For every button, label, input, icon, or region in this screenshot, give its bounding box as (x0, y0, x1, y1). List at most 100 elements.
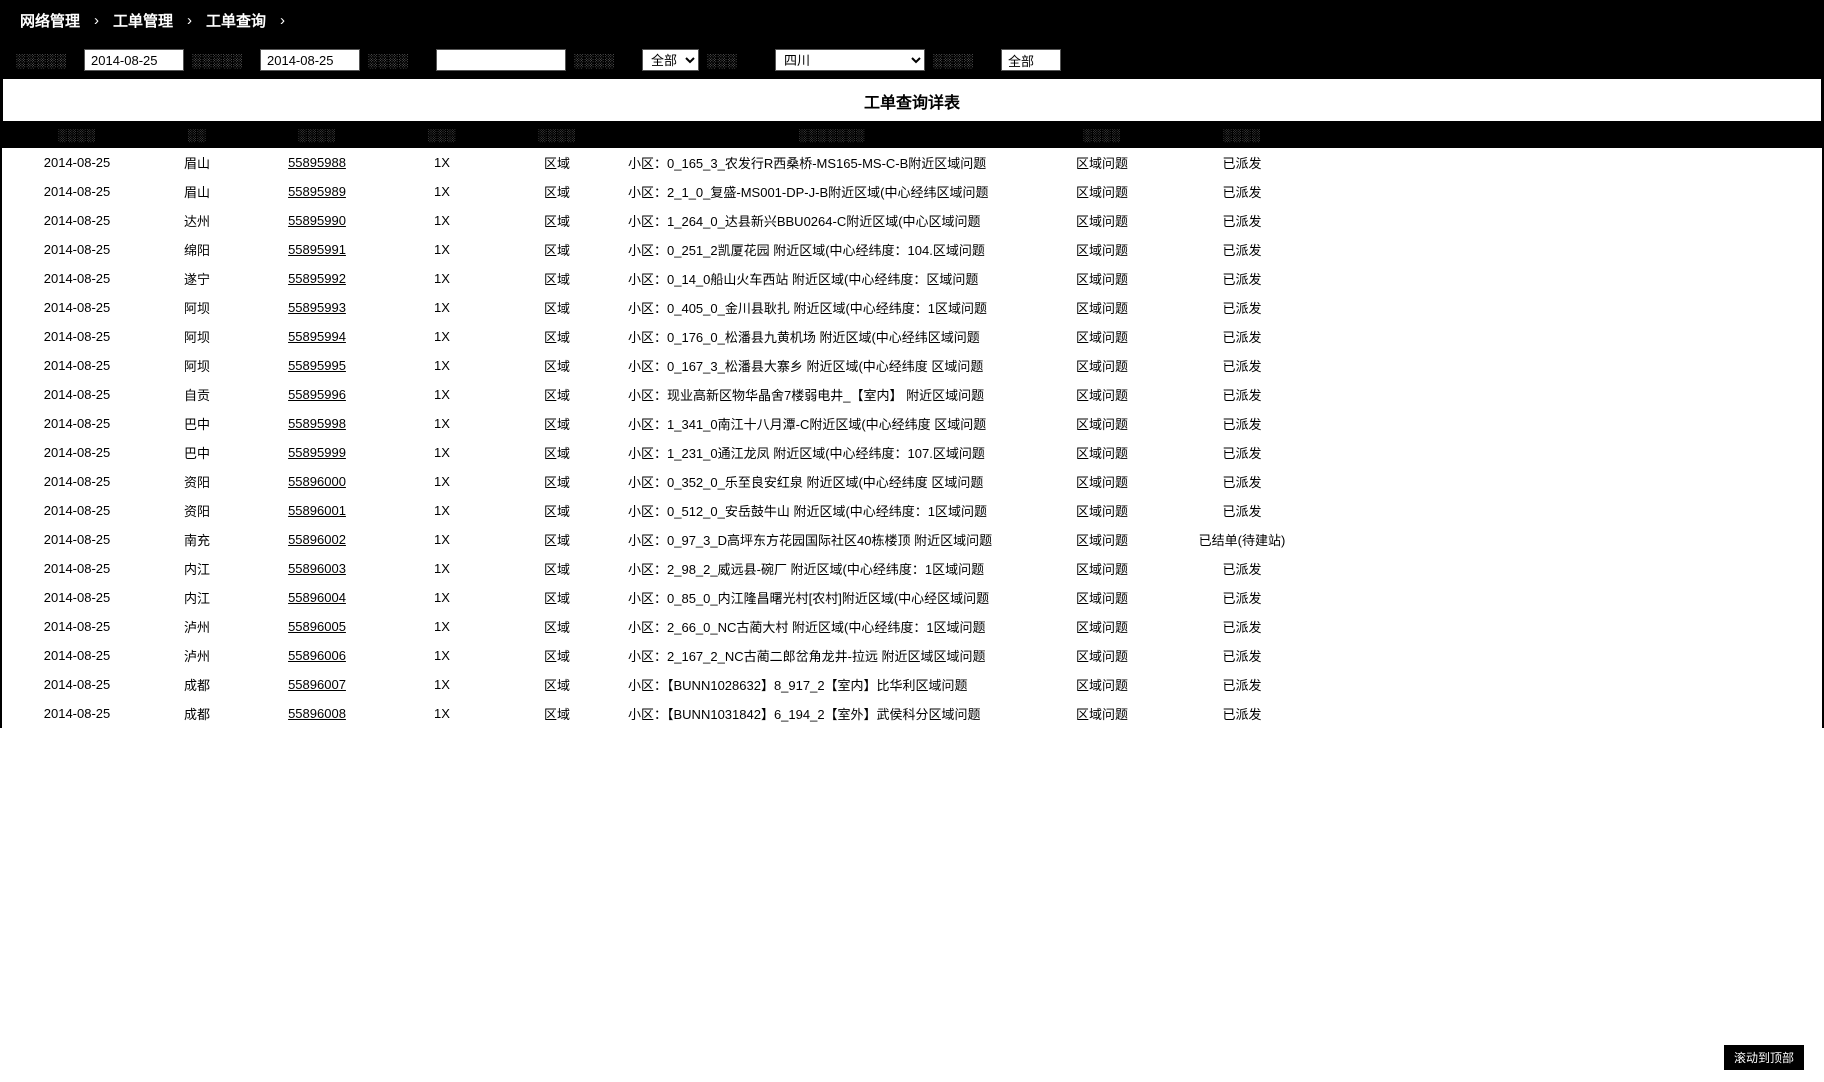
cell-net: 1X (392, 264, 492, 293)
cell-order-id[interactable]: 55896002 (242, 525, 392, 554)
cell-order-id[interactable]: 55896000 (242, 467, 392, 496)
order-id-link[interactable]: 55896000 (288, 474, 346, 489)
cell-desc: 小区：2_98_2_威远县-碗厂 附近区域(中心经纬度：1区域问题 (622, 554, 1042, 583)
end-date-input[interactable] (260, 49, 360, 71)
table-row: 2014-08-25泸州558960061X区域小区：2_167_2_NC古蔺二… (2, 641, 1822, 670)
cell-order-id[interactable]: 55895990 (242, 206, 392, 235)
table-row: 2014-08-25阿坝558959931X区域小区：0_405_0_金川县耿扎… (2, 293, 1822, 322)
order-id-link[interactable]: 55896002 (288, 532, 346, 547)
cell-city: 泸州 (152, 641, 242, 670)
breadcrumb-item-workorder-query[interactable]: 工单查询 (206, 10, 266, 31)
breadcrumb-item-network[interactable]: 网络管理 (20, 10, 80, 31)
cell-extra (1322, 699, 1822, 728)
cell-net: 1X (392, 380, 492, 409)
cell-city: 巴中 (152, 409, 242, 438)
cell-date: 2014-08-25 (2, 235, 152, 264)
cell-extra (1322, 293, 1822, 322)
order-id-link[interactable]: 55896003 (288, 561, 346, 576)
order-id-link[interactable]: 55895996 (288, 387, 346, 402)
cell-issue-type: 区域问题 (1042, 235, 1162, 264)
cell-status: 已派发 (1162, 554, 1322, 583)
order-id-link[interactable]: 55895993 (288, 300, 346, 315)
cell-order-id[interactable]: 55896008 (242, 699, 392, 728)
cell-net: 1X (392, 554, 492, 583)
cell-order-id[interactable]: 55896001 (242, 496, 392, 525)
scroll-to-top-button[interactable]: 滚动到顶部 (1724, 1045, 1804, 1070)
cell-extra (1322, 380, 1822, 409)
order-id-link[interactable]: 55895994 (288, 329, 346, 344)
name-input[interactable] (436, 49, 566, 71)
cell-order-id[interactable]: 55896003 (242, 554, 392, 583)
breadcrumb: 网络管理 › 工单管理 › 工单查询 › (2, 0, 1822, 41)
order-id-link[interactable]: 55895990 (288, 213, 346, 228)
cell-issue-type: 区域问题 (1042, 670, 1162, 699)
cell-order-id[interactable]: 55895999 (242, 438, 392, 467)
cell-status: 已派发 (1162, 177, 1322, 206)
start-date-input[interactable] (84, 49, 184, 71)
cell-issue-type: 区域问题 (1042, 525, 1162, 554)
cell-city: 成都 (152, 670, 242, 699)
order-id-link[interactable]: 55896007 (288, 677, 346, 692)
cell-date: 2014-08-25 (2, 699, 152, 728)
cell-type: 区域 (492, 496, 622, 525)
cell-extra (1322, 554, 1822, 583)
breadcrumb-item-workorder-mgmt[interactable]: 工单管理 (113, 10, 173, 31)
cell-order-id[interactable]: 55895996 (242, 380, 392, 409)
order-id-link[interactable]: 55896006 (288, 648, 346, 663)
cell-order-id[interactable]: 55895994 (242, 322, 392, 351)
cell-net: 1X (392, 177, 492, 206)
cell-date: 2014-08-25 (2, 380, 152, 409)
cell-order-id[interactable]: 55896004 (242, 583, 392, 612)
label-type: ░░░░ (933, 53, 993, 68)
cell-order-id[interactable]: 55895989 (242, 177, 392, 206)
order-id-link[interactable]: 55896008 (288, 706, 346, 721)
order-id-link[interactable]: 55895999 (288, 445, 346, 460)
table-row: 2014-08-25阿坝558959941X区域小区：0_176_0_松潘县九黄… (2, 322, 1822, 351)
cell-type: 区域 (492, 467, 622, 496)
order-id-link[interactable]: 55895995 (288, 358, 346, 373)
cell-order-id[interactable]: 55896007 (242, 670, 392, 699)
order-id-link[interactable]: 55895989 (288, 184, 346, 199)
cell-extra (1322, 496, 1822, 525)
order-id-link[interactable]: 55895991 (288, 242, 346, 257)
cell-order-id[interactable]: 55895988 (242, 148, 392, 177)
cell-order-id[interactable]: 55895995 (242, 351, 392, 380)
order-id-link[interactable]: 55896005 (288, 619, 346, 634)
cell-issue-type: 区域问题 (1042, 206, 1162, 235)
order-id-link[interactable]: 55895998 (288, 416, 346, 431)
type-input[interactable] (1001, 49, 1061, 71)
order-id-link[interactable]: 55895988 (288, 155, 346, 170)
cell-status: 已派发 (1162, 496, 1322, 525)
cell-extra (1322, 670, 1822, 699)
cell-city: 内江 (152, 583, 242, 612)
cell-status: 已派发 (1162, 699, 1322, 728)
cell-city: 成都 (152, 699, 242, 728)
cell-order-id[interactable]: 55895992 (242, 264, 392, 293)
cell-order-id[interactable]: 55895998 (242, 409, 392, 438)
col-extra (1322, 122, 1822, 148)
cell-desc: 小区：0_97_3_D高坪东方花园国际社区40栋楼顶 附近区域问题 (622, 525, 1042, 554)
cell-order-id[interactable]: 55895993 (242, 293, 392, 322)
cell-net: 1X (392, 467, 492, 496)
table-row: 2014-08-25内江558960031X区域小区：2_98_2_威远县-碗厂… (2, 554, 1822, 583)
cell-net: 1X (392, 583, 492, 612)
chevron-right-icon: › (280, 12, 285, 29)
table-row: 2014-08-25成都558960081X区域小区：【BUNN1031842】… (2, 699, 1822, 728)
cell-net: 1X (392, 525, 492, 554)
order-id-link[interactable]: 55895992 (288, 271, 346, 286)
cell-desc: 小区：0_352_0_乐至良安红泉 附近区域(中心经纬度 区域问题 (622, 467, 1042, 496)
status-select[interactable]: 全部 (642, 49, 699, 71)
cell-order-id[interactable]: 55896005 (242, 612, 392, 641)
cell-extra (1322, 641, 1822, 670)
cell-status: 已派发 (1162, 148, 1322, 177)
cell-order-id[interactable]: 55896006 (242, 641, 392, 670)
province-select[interactable]: 四川 (775, 49, 925, 71)
cell-desc: 小区：0_176_0_松潘县九黄机场 附近区域(中心经纬区域问题 (622, 322, 1042, 351)
cell-order-id[interactable]: 55895991 (242, 235, 392, 264)
table-row: 2014-08-25资阳558960001X区域小区：0_352_0_乐至良安红… (2, 467, 1822, 496)
table-title: 工单查询详表 (2, 79, 1822, 122)
order-id-link[interactable]: 55896004 (288, 590, 346, 605)
cell-net: 1X (392, 496, 492, 525)
order-id-link[interactable]: 55896001 (288, 503, 346, 518)
cell-issue-type: 区域问题 (1042, 438, 1162, 467)
